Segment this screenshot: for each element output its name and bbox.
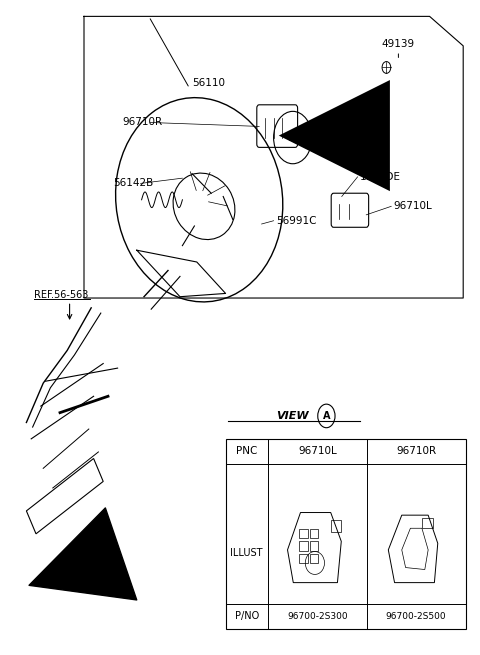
Bar [226,439,466,629]
Text: PNC: PNC [236,446,257,457]
Text: VIEW: VIEW [276,411,309,421]
Text: P/NO: P/NO [235,611,259,622]
Text: A: A [323,411,330,421]
Text: 96710L: 96710L [394,201,432,212]
Bar [299,553,308,563]
Text: A: A [289,132,297,143]
Text: 96710R: 96710R [122,117,163,128]
Bar [310,529,318,538]
Bar [422,519,433,528]
Text: REF.56-563: REF.56-563 [34,290,88,300]
Text: ILLUST: ILLUST [230,548,263,558]
Text: 96700-2S500: 96700-2S500 [386,612,446,621]
Text: 49139: 49139 [382,39,415,49]
Text: 56142B: 56142B [113,178,153,189]
Text: 96710L: 96710L [298,446,336,457]
Text: 1129DE: 1129DE [360,172,401,182]
Text: 56110: 56110 [192,79,225,88]
Bar [299,529,308,538]
Bar [299,541,308,550]
Text: 96710R: 96710R [396,446,436,457]
Bar [310,553,318,563]
Bar [331,520,341,532]
Text: 56991C: 56991C [276,215,316,226]
Text: 96700-2S300: 96700-2S300 [287,612,348,621]
Text: FR.: FR. [46,572,65,583]
Bar [310,541,318,550]
